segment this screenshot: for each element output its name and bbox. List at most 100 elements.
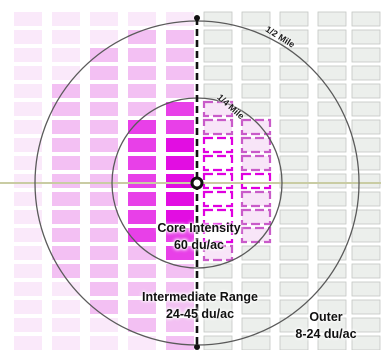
block	[317, 137, 347, 153]
block	[317, 173, 347, 189]
block	[351, 155, 381, 171]
block	[166, 228, 194, 242]
block	[241, 65, 271, 81]
block	[90, 210, 118, 224]
block	[241, 335, 271, 350]
block	[52, 192, 80, 206]
block	[241, 299, 271, 315]
block	[203, 11, 233, 27]
block	[128, 192, 156, 206]
block	[202, 154, 234, 172]
block	[351, 101, 381, 117]
block	[90, 264, 118, 278]
core-zone-density: 60 du/ac	[173, 238, 225, 252]
block	[317, 155, 347, 171]
block	[14, 174, 42, 188]
block	[14, 138, 42, 152]
block	[166, 174, 194, 188]
block	[166, 138, 194, 152]
block	[14, 264, 42, 278]
block	[90, 66, 118, 80]
block	[317, 29, 347, 45]
intermediate-zone-label: Intermediate Range 24-45 du/ac	[120, 289, 280, 323]
block	[166, 336, 194, 350]
block	[52, 210, 80, 224]
block	[14, 48, 42, 62]
block	[351, 317, 381, 333]
block	[241, 263, 271, 279]
block	[241, 47, 271, 63]
block	[202, 208, 234, 226]
block	[279, 11, 309, 27]
block	[351, 191, 381, 207]
block	[14, 84, 42, 98]
block	[128, 174, 156, 188]
block	[279, 101, 309, 117]
block	[240, 172, 272, 190]
block	[14, 282, 42, 296]
block	[166, 210, 194, 224]
block	[128, 48, 156, 62]
block	[166, 300, 194, 314]
block	[279, 299, 309, 315]
core-zone-label: Core Intensity 60 du/ac	[132, 220, 266, 254]
block	[128, 264, 156, 278]
block	[52, 156, 80, 170]
block	[90, 156, 118, 170]
block	[241, 83, 271, 99]
block	[52, 84, 80, 98]
block	[317, 209, 347, 225]
block	[90, 48, 118, 62]
intermediate-zone-density: 24-45 du/ac	[165, 307, 235, 321]
block	[279, 317, 309, 333]
block	[14, 12, 42, 26]
block	[203, 317, 233, 333]
block	[317, 191, 347, 207]
block	[317, 281, 347, 297]
block	[128, 30, 156, 44]
block	[14, 30, 42, 44]
block	[351, 281, 381, 297]
block	[90, 30, 118, 44]
block	[241, 281, 271, 297]
block	[128, 120, 156, 134]
block	[52, 120, 80, 134]
block	[240, 190, 272, 208]
block	[351, 119, 381, 135]
block	[14, 120, 42, 134]
block	[128, 300, 156, 314]
block	[351, 245, 381, 261]
block	[52, 336, 80, 350]
block	[128, 210, 156, 224]
block	[128, 84, 156, 98]
transit-end-bottom	[194, 344, 200, 350]
block	[351, 227, 381, 243]
outer-zone-title: Outer	[309, 310, 343, 324]
block	[90, 282, 118, 296]
block	[52, 12, 80, 26]
block	[240, 118, 272, 136]
block	[52, 282, 80, 296]
block	[52, 300, 80, 314]
block	[317, 245, 347, 261]
block	[317, 263, 347, 279]
block	[166, 120, 194, 134]
block	[241, 101, 271, 117]
block	[90, 228, 118, 242]
block	[52, 174, 80, 188]
block	[52, 246, 80, 260]
block	[90, 246, 118, 260]
block	[240, 136, 272, 154]
block	[202, 118, 234, 136]
block	[279, 65, 309, 81]
block	[279, 119, 309, 135]
block	[279, 281, 309, 297]
block	[279, 227, 309, 243]
block	[351, 263, 381, 279]
block	[203, 299, 233, 315]
block	[203, 65, 233, 81]
block	[14, 300, 42, 314]
block	[202, 226, 234, 244]
block	[202, 136, 234, 154]
outer-zone-density: 8-24 du/ac	[295, 327, 357, 341]
